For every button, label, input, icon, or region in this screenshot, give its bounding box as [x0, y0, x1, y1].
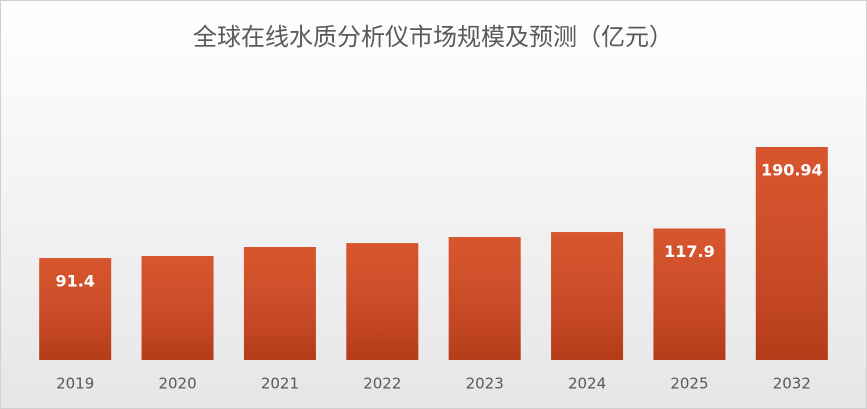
- bar-shade: [346, 243, 419, 360]
- x-tick-label: 2025: [670, 375, 708, 393]
- bar-shade: [243, 246, 316, 360]
- x-tick-label: 2024: [568, 375, 606, 393]
- chart-title: 全球在线水质分析仪市场规模及预测（亿元）: [193, 23, 673, 51]
- x-tick-label: 2032: [773, 375, 811, 393]
- bar-shade: [39, 258, 112, 360]
- bar-shade: [755, 147, 828, 360]
- data-label: 117.9: [664, 242, 715, 261]
- data-label: 91.4: [55, 272, 94, 291]
- x-tick-label: 2021: [261, 375, 299, 393]
- bar-shade: [141, 256, 214, 360]
- data-label: 190.94: [761, 161, 823, 180]
- x-tick-label: 2020: [158, 375, 196, 393]
- x-tick-label: 2022: [363, 375, 401, 393]
- bar-shade: [653, 228, 726, 360]
- x-tick-label: 2023: [466, 375, 504, 393]
- bar-shade: [448, 237, 521, 360]
- bar-shade: [551, 232, 624, 360]
- x-tick-label: 2019: [56, 375, 94, 393]
